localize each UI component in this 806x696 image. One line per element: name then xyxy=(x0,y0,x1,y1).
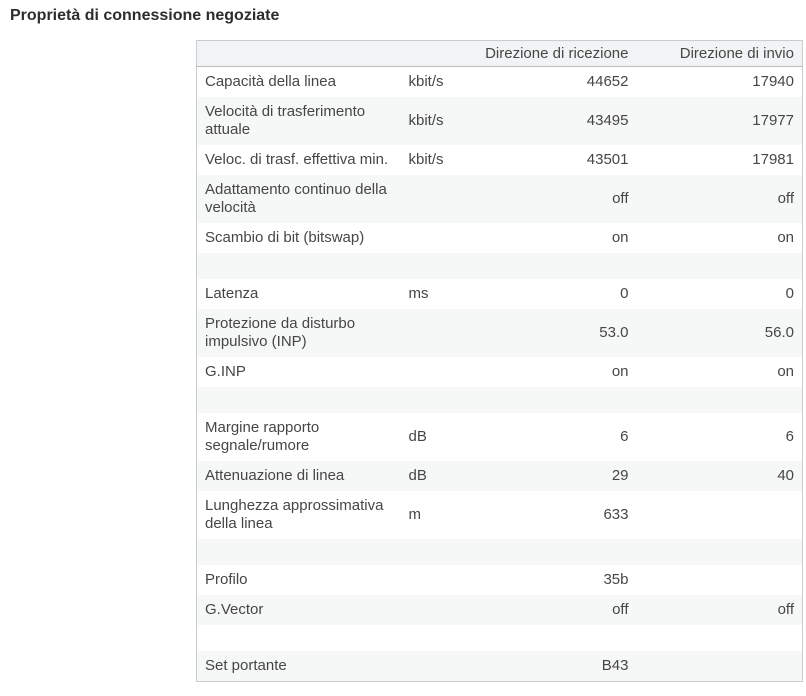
cell-property-label: G.INP xyxy=(205,363,246,380)
cell-send-value xyxy=(637,491,803,539)
cell-property-label: Protezione da disturbo impulsivo (INP) xyxy=(205,315,356,350)
cell-unit: ms xyxy=(408,285,429,302)
cell-property-label: Veloc. di trasf. effettiva min. xyxy=(205,151,389,168)
table-row: Capacità della linea kbit/s 44652 17940 xyxy=(196,66,803,97)
cell-reception-value: 43501 xyxy=(586,151,629,168)
cell-unit xyxy=(401,309,473,357)
cell-property-label: Set portante xyxy=(205,657,287,674)
cell-unit xyxy=(401,651,473,682)
cell-send-value xyxy=(637,565,803,595)
cell-reception-value: 43495 xyxy=(586,112,629,129)
cell-send-value: on xyxy=(777,229,794,246)
cell-reception-value: 6 xyxy=(620,428,629,445)
cell-send-value: 40 xyxy=(777,467,794,484)
table-row: Protezione da disturbo impulsivo (INP) 53… xyxy=(196,309,803,357)
cell-send-value: 17981 xyxy=(752,151,794,168)
table-body: Capacità della linea kbit/s 44652 17940 Velo… xyxy=(196,66,803,682)
cell-send-value: on xyxy=(777,363,794,380)
table-row: Margine rapporto segnale/rumore dB 6 6 xyxy=(196,413,803,461)
cell-send-value: 17977 xyxy=(752,112,794,129)
table-row: Latenza ms 0 0 xyxy=(196,279,803,309)
cell-property-label: Latenza xyxy=(205,285,259,302)
connection-properties-table: Direzione di ricezione Direzione di invi… xyxy=(196,40,803,682)
cell-reception-value: off xyxy=(612,601,629,618)
cell-send-value: off xyxy=(777,190,794,207)
cell-reception-value: 0 xyxy=(620,285,629,302)
table-row: Scambio di bit (bitswap) on on xyxy=(196,223,803,253)
cell-unit: kbit/s xyxy=(408,112,444,129)
spacer-cell xyxy=(197,253,803,279)
spacer-row xyxy=(196,539,803,565)
cell-send-value: 56.0 xyxy=(764,324,794,341)
spacer-row xyxy=(196,387,803,413)
cell-reception-value: 633 xyxy=(603,506,629,523)
cell-property-label: Capacità della linea xyxy=(205,73,336,90)
cell-reception-value: B43 xyxy=(601,657,629,674)
cell-reception-value: 44652 xyxy=(586,73,629,90)
cell-unit: dB xyxy=(408,467,427,484)
cell-send-value xyxy=(637,651,803,682)
cell-property-label: G.Vector xyxy=(205,601,264,618)
spacer-cell xyxy=(197,387,803,413)
cell-send-value: off xyxy=(777,601,794,618)
table-row: Lunghezza approssimativa della linea m 633 xyxy=(196,491,803,539)
cell-send-value: 6 xyxy=(785,428,794,445)
spacer-cell xyxy=(197,539,803,565)
cell-property-label: Lunghezza approssimativa della linea xyxy=(205,497,384,532)
table-row: Profilo 35b xyxy=(196,565,803,595)
cell-reception-value: on xyxy=(611,363,629,380)
cell-reception-value: on xyxy=(611,229,629,246)
table-row: G.INP on on xyxy=(196,357,803,387)
cell-property-label: Scambio di bit (bitswap) xyxy=(205,229,365,246)
cell-unit: kbit/s xyxy=(408,73,444,90)
cell-property-label: Velocità di trasferimento attuale xyxy=(205,103,366,138)
cell-unit xyxy=(401,357,473,387)
table-row: Set portante B43 xyxy=(196,651,803,682)
cell-unit: kbit/s xyxy=(408,151,444,168)
cell-property-label: Adattamento continuo della velocità xyxy=(205,181,387,216)
page-title: Proprietà di connessione negoziate xyxy=(10,7,280,24)
table-row: Velocità di trasferimento attuale kbit/s 4… xyxy=(196,97,803,145)
header-label xyxy=(196,40,401,67)
connection-properties-section: Direzione di ricezione Direzione di invi… xyxy=(196,40,803,682)
cell-property-label: Attenuazione di linea xyxy=(205,467,345,484)
cell-send-value: 0 xyxy=(785,285,794,302)
cell-reception-value: 35b xyxy=(603,571,629,588)
header-send-direction: Direzione di invio xyxy=(636,40,803,67)
cell-unit xyxy=(401,565,473,595)
cell-send-value: 17940 xyxy=(752,73,794,90)
cell-unit xyxy=(401,223,473,253)
cell-unit: dB xyxy=(408,428,427,445)
cell-unit: m xyxy=(408,506,422,523)
header-reception-direction: Direzione di ricezione xyxy=(472,40,637,67)
cell-unit xyxy=(401,595,473,625)
spacer-row xyxy=(196,625,803,651)
table-row: Attenuazione di linea dB 29 40 xyxy=(196,461,803,491)
table-row: Veloc. di trasf. effettiva min. kbit/s 435… xyxy=(196,145,803,175)
cell-property-label: Profilo xyxy=(205,571,248,588)
spacer-cell xyxy=(197,625,803,651)
header-unit xyxy=(400,40,473,67)
cell-reception-value: 29 xyxy=(611,467,629,484)
cell-reception-value: 53.0 xyxy=(599,324,629,341)
table-row: G.Vector off off xyxy=(196,595,803,625)
table-header-row: Direzione di ricezione Direzione di invi… xyxy=(196,40,803,67)
cell-reception-value: off xyxy=(612,190,629,207)
spacer-row xyxy=(196,253,803,279)
table-row: Adattamento continuo della velocità off of… xyxy=(196,175,803,223)
cell-unit xyxy=(401,175,473,223)
cell-property-label: Margine rapporto segnale/rumore xyxy=(205,419,320,454)
